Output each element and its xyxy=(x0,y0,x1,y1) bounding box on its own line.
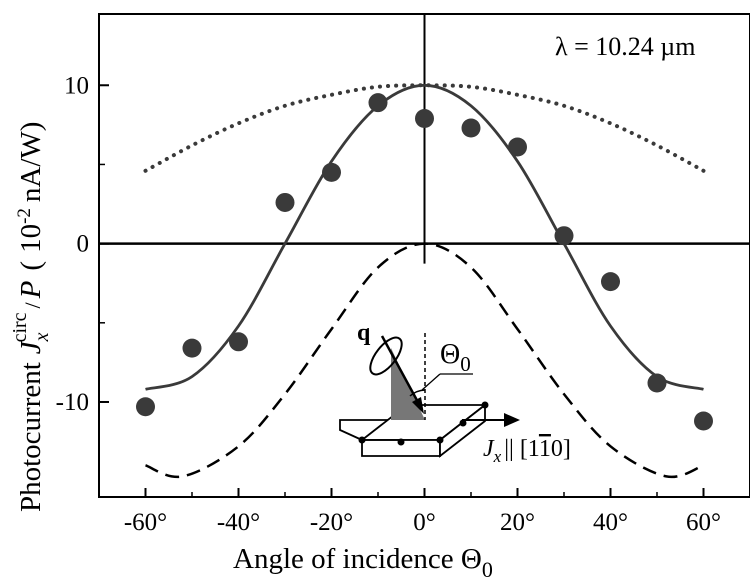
y-tick-label: -10 xyxy=(56,389,89,416)
polarization-ellipse xyxy=(369,336,403,376)
y-axis: -10 0 10 xyxy=(56,72,109,416)
x-tick-label: 60° xyxy=(686,509,721,536)
x-tick-label: -20° xyxy=(310,509,353,536)
data-point xyxy=(601,272,620,292)
data-point xyxy=(275,192,295,212)
angle-arc xyxy=(409,389,426,397)
data-point xyxy=(136,397,155,417)
current-direction-label: Jx || [110] xyxy=(483,436,571,466)
data-point xyxy=(322,162,341,182)
data-point xyxy=(415,109,434,129)
data-point xyxy=(461,118,481,138)
current-arrowhead xyxy=(504,413,520,427)
y-tick-label: 10 xyxy=(64,72,89,99)
q-arrow xyxy=(380,335,421,405)
theta-label: Θ0 xyxy=(440,339,471,376)
solid-fit-curve xyxy=(145,83,704,391)
x-axis: -60° -40° -20° 0° 20° 40° 60° xyxy=(124,488,721,536)
data-point xyxy=(368,93,388,113)
contact-dot xyxy=(397,438,405,446)
inset-geometry: q Θ0 Jx || [110] xyxy=(339,320,571,466)
contact-dot xyxy=(481,401,489,409)
x-tick-label: 40° xyxy=(593,509,628,536)
left-wire xyxy=(339,419,388,441)
contact-dot xyxy=(436,436,444,444)
q-arrowhead xyxy=(412,397,424,414)
dotted-curve xyxy=(143,83,706,173)
theta-leader-line xyxy=(421,373,441,391)
data-point xyxy=(182,338,202,358)
x-tick-label: -40° xyxy=(217,509,260,536)
data-point xyxy=(508,137,527,157)
data-point xyxy=(694,411,713,431)
dashed-curve xyxy=(145,242,704,479)
x-tick-label: 20° xyxy=(500,509,535,536)
data-point xyxy=(229,332,248,352)
x-axis-title: Angle of incidence Θ0 xyxy=(233,543,493,581)
q-label: q xyxy=(357,320,371,346)
x-tick-label: -60° xyxy=(124,509,167,536)
contact-dot xyxy=(459,419,467,427)
x-tick-label: 0° xyxy=(413,509,436,536)
data-point xyxy=(554,226,574,246)
wavelength-annotation: λ = 10.24 µm xyxy=(555,32,695,61)
data-points xyxy=(136,93,713,431)
y-tick-label: 0 xyxy=(77,231,90,258)
y-axis-title: PhotocurrentJxcirc/P(10-2nA/W) xyxy=(9,122,53,512)
data-point xyxy=(647,373,667,393)
